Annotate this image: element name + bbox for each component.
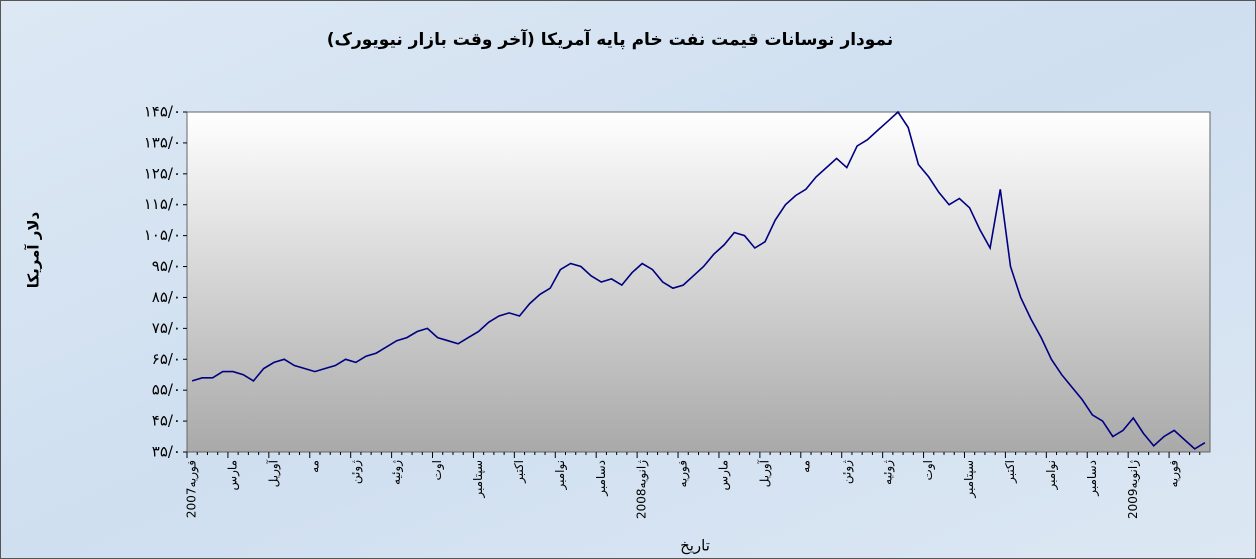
x-tick-label: فوریه2007 — [185, 460, 200, 518]
x-tick-label: اوت — [921, 460, 936, 480]
x-tick-label: نوامبر — [553, 460, 568, 491]
x-tick-label: سپتامبر — [962, 460, 977, 499]
x-tick-label: ژوئیه — [880, 460, 895, 485]
y-tick-label: ۱۱۵/۰ — [144, 195, 181, 213]
y-tick-label: ۳۵/۰ — [152, 443, 181, 461]
x-tick-label: مه — [307, 460, 321, 473]
x-tick-label: فوریه — [1167, 460, 1182, 488]
y-tick-label: ۹۵/۰ — [152, 257, 181, 275]
x-tick-label: اکتبر — [1003, 460, 1018, 484]
y-tick-label: ۱۲۵/۰ — [144, 164, 181, 182]
y-tick-label: ۷۵/۰ — [152, 319, 181, 337]
y-tick-label: ۵۵/۰ — [152, 381, 181, 399]
plot-area — [186, 111, 1211, 453]
x-tick-label: آوریل — [265, 459, 281, 487]
x-tick-label: ژانویه2009 — [1126, 460, 1141, 519]
y-tick-label: ۱۳۵/۰ — [144, 133, 181, 151]
x-tick-label: ژوئن — [348, 460, 363, 484]
y-tick-label: ۸۵/۰ — [152, 288, 181, 306]
x-tick-label: ژوئن — [839, 460, 854, 484]
x-tick-label: دسامبر — [1085, 460, 1100, 497]
x-tick-label: آوریل — [756, 459, 772, 487]
x-tick-label: اوت — [430, 460, 445, 480]
y-tick-label: ۱۰۵/۰ — [144, 226, 181, 244]
x-tick-label: دسامبر — [594, 460, 609, 497]
x-tick-label: مارس — [717, 460, 732, 491]
x-tick-label: ژانویه2008 — [635, 460, 650, 519]
y-tick-label: ۴۵/۰ — [152, 412, 181, 430]
y-tick-label: ۱۴۵/۰ — [144, 103, 181, 121]
x-tick-label: نوامبر — [1044, 460, 1059, 491]
x-tick-label: مارس — [226, 460, 241, 491]
x-tick-label: اکتبر — [512, 460, 527, 484]
x-tick-label: مه — [798, 460, 812, 473]
y-axis-title: دلار آمریکا — [25, 211, 43, 288]
y-tick-label: ۶۵/۰ — [152, 350, 181, 368]
x-tick-label: فوریه — [676, 460, 691, 488]
x-axis-title: تاریخ — [680, 537, 710, 555]
price-line — [191, 110, 1206, 450]
x-tick-label: ژوئیه — [389, 460, 404, 485]
chart-title: نمودار نوسانات قیمت نفت خام پایه آمریکا … — [327, 28, 893, 50]
x-tick-label: سپتامبر — [471, 460, 486, 499]
